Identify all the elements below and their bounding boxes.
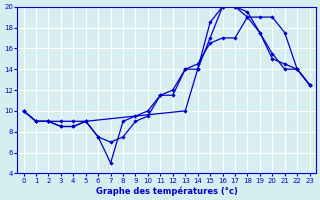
X-axis label: Graphe des températures (°c): Graphe des températures (°c) bbox=[96, 186, 237, 196]
